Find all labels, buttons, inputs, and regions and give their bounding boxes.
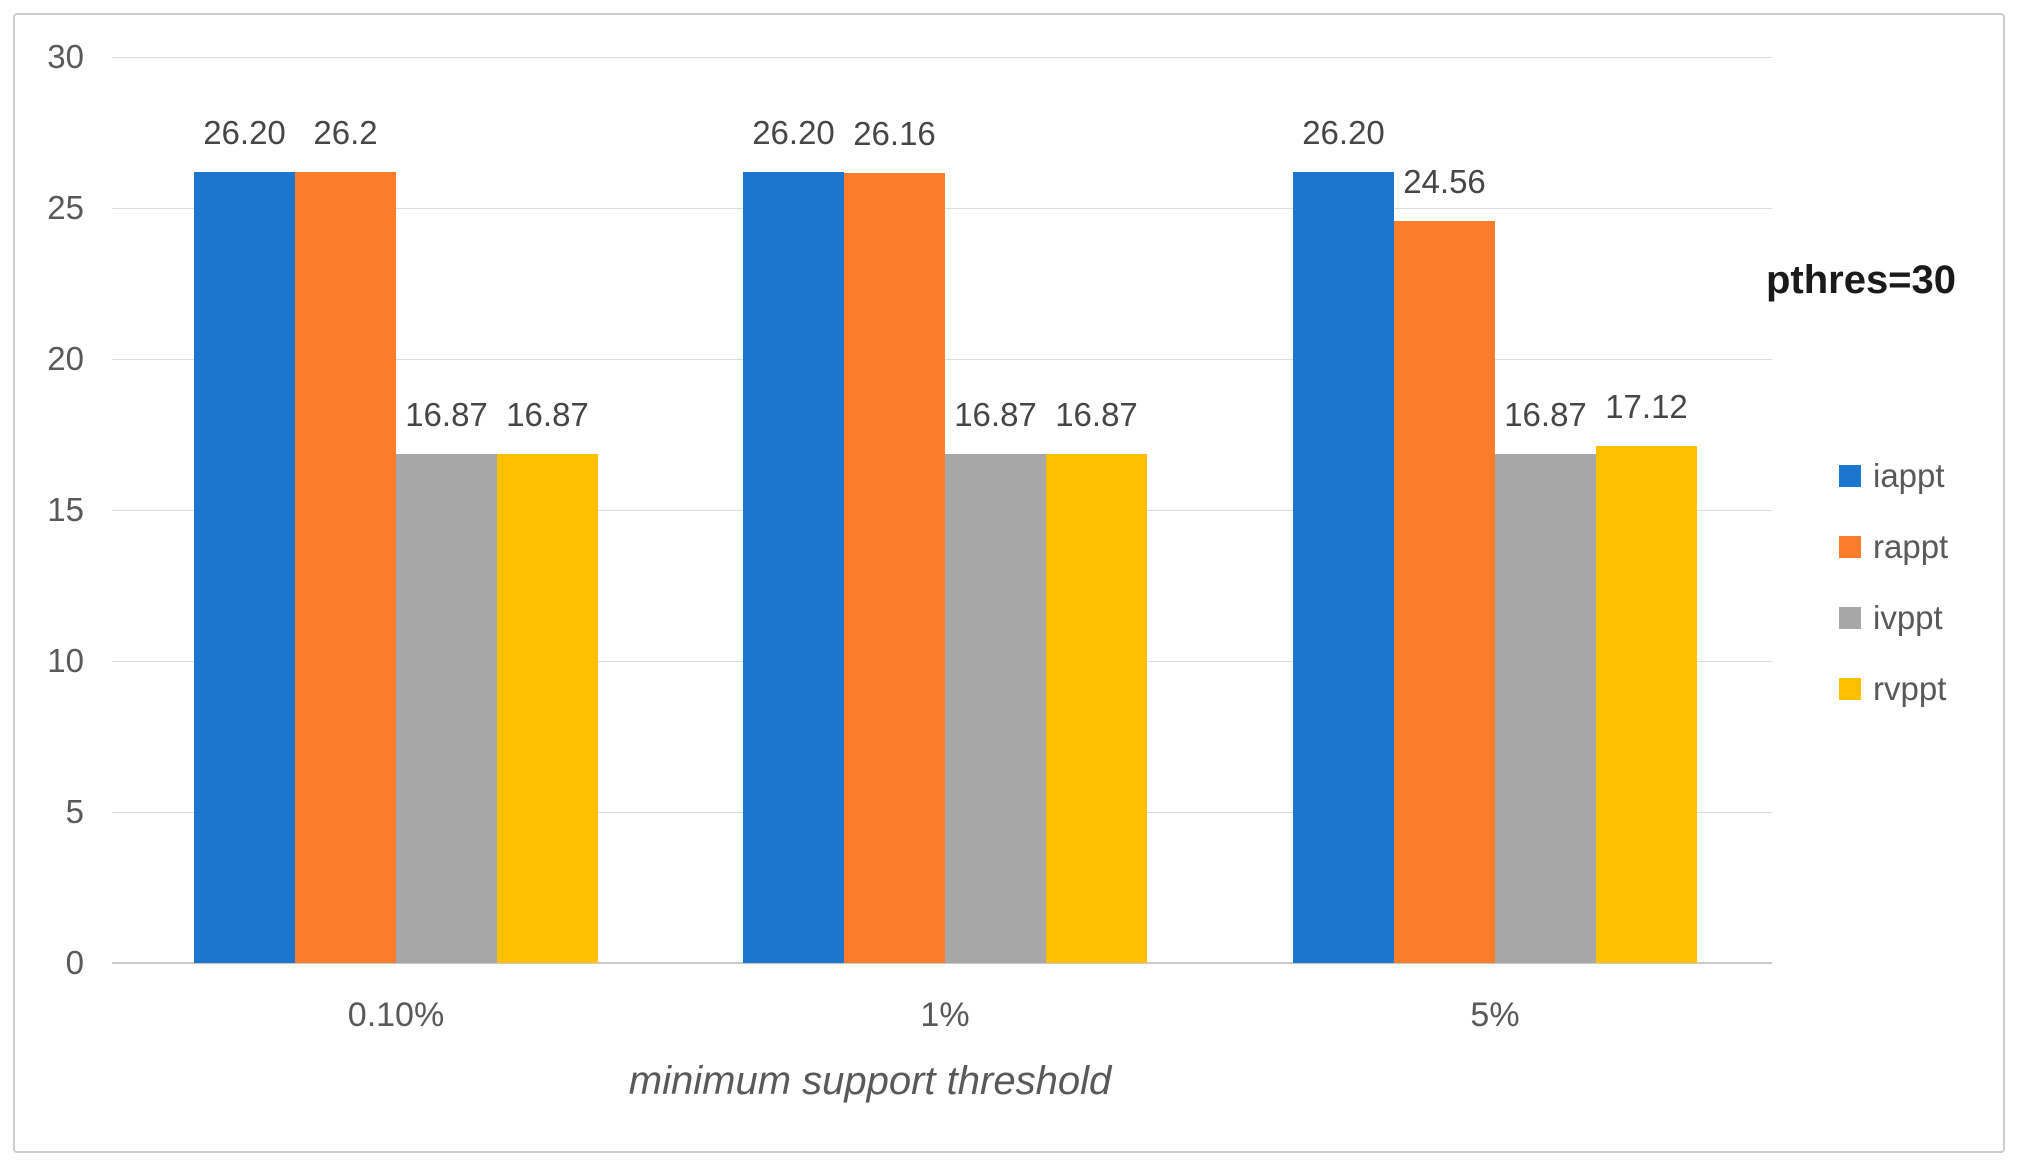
bar-value-label: 16.87 <box>506 395 589 433</box>
legend-marker-iappt <box>1839 465 1861 487</box>
y-axis-tick-label: 25 <box>47 189 84 226</box>
y-axis-tick-label: 10 <box>47 642 84 679</box>
legend-label-rappt: rappt <box>1873 528 1949 565</box>
y-axis-tick-label: 20 <box>47 340 84 377</box>
x-axis-category-label: 1% <box>920 996 970 1034</box>
bar-ivppt-1% <box>945 453 1046 963</box>
bar-value-label: 24.56 <box>1403 163 1486 201</box>
bar-iappt-0.10% <box>194 171 295 963</box>
legend-marker-rappt <box>1839 536 1861 558</box>
y-axis-tick-label: 30 <box>47 38 84 75</box>
legend-label-ivppt: ivppt <box>1873 599 1943 636</box>
bar-value-label: 17.12 <box>1605 387 1688 425</box>
legend-label-iappt: iappt <box>1873 457 1945 494</box>
bar-rvppt-1% <box>1046 453 1147 963</box>
x-axis-category-label: 0.10% <box>347 996 445 1034</box>
bar-ivppt-5% <box>1495 453 1596 963</box>
x-axis-category-label: 5% <box>1470 996 1520 1034</box>
y-axis-tick-label: 15 <box>47 491 84 528</box>
annotation-pthres: pthres=30 <box>1765 258 1957 302</box>
bar-value-label: 26.2 <box>313 113 378 151</box>
bar-rvppt-0.10% <box>497 453 598 963</box>
bar-value-label: 26.20 <box>752 113 835 151</box>
x-axis-baseline <box>112 962 1772 964</box>
bar-value-label: 16.87 <box>1055 395 1138 433</box>
bar-value-label: 16.87 <box>1504 395 1587 433</box>
bar-value-label: 26.20 <box>203 113 286 151</box>
y-axis-tick-label: 5 <box>65 793 84 830</box>
bar-rappt-0.10% <box>295 171 396 963</box>
bar-value-label: 26.16 <box>853 114 936 152</box>
legend-marker-ivppt <box>1839 607 1861 629</box>
gridline-30 <box>112 57 1772 58</box>
bar-rvppt-5% <box>1596 445 1697 963</box>
x-axis-title: minimum support threshold <box>628 1059 1112 1103</box>
bar-iappt-1% <box>743 171 844 963</box>
bar-ivppt-0.10% <box>396 453 497 963</box>
y-axis-tick-label: 0 <box>65 944 84 981</box>
legend-marker-rvppt <box>1839 678 1861 700</box>
legend-label-rvppt: rvppt <box>1873 670 1947 707</box>
bar-iappt-5% <box>1293 171 1394 963</box>
bar-rappt-1% <box>844 172 945 963</box>
bar-value-label: 16.87 <box>954 395 1037 433</box>
bar-value-label: 16.87 <box>405 395 488 433</box>
bar-rappt-5% <box>1394 221 1495 963</box>
bar-value-label: 26.20 <box>1302 113 1385 151</box>
